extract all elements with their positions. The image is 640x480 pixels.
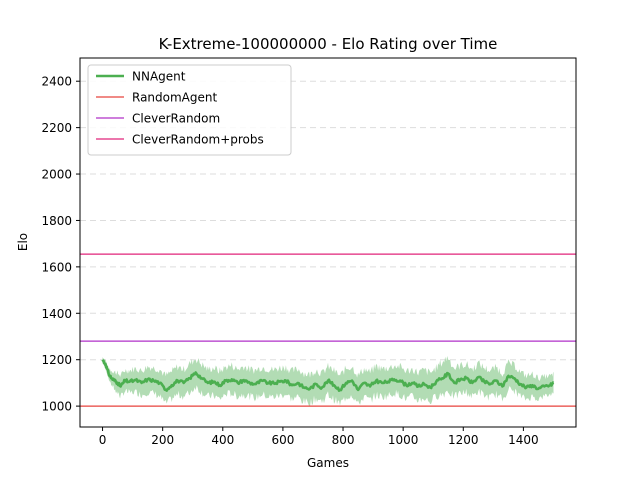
y-tick-label: 1800 bbox=[41, 214, 72, 228]
legend-box bbox=[87, 64, 292, 156]
x-tick-label: 400 bbox=[211, 433, 234, 447]
nnagent-line bbox=[101, 359, 555, 393]
y-tick-label: 2000 bbox=[41, 168, 72, 182]
x-tick-label: 800 bbox=[332, 433, 355, 447]
x-tick-label: 1400 bbox=[508, 433, 539, 447]
y-axis-label: Elo bbox=[16, 233, 30, 251]
legend-label: CleverRandom+probs bbox=[132, 133, 264, 147]
y-tick-label: 2400 bbox=[41, 75, 72, 89]
y-axis: 1000 1200 1400 1600 1800 2000 2200 2400 bbox=[41, 75, 80, 414]
x-axis: 0 200 400 600 800 1000 1200 1400 bbox=[99, 427, 539, 447]
legend-label: NNAgent bbox=[132, 70, 186, 84]
y-tick-label: 1400 bbox=[41, 307, 72, 321]
x-tick-label: 200 bbox=[151, 433, 174, 447]
y-tick-label: 1600 bbox=[41, 260, 72, 274]
plot-area bbox=[80, 253, 576, 407]
legend-label: RandomAgent bbox=[132, 91, 217, 105]
y-tick-label: 1200 bbox=[41, 353, 72, 367]
x-axis-label: Games bbox=[307, 456, 349, 470]
y-tick-label: 1000 bbox=[41, 400, 72, 414]
x-tick-label: 600 bbox=[271, 433, 294, 447]
x-tick-label: 0 bbox=[99, 433, 107, 447]
chart-title: K-Extreme-100000000 - Elo Rating over Ti… bbox=[159, 35, 498, 53]
legend-label: CleverRandom bbox=[132, 112, 220, 126]
y-tick-label: 2200 bbox=[41, 121, 72, 135]
x-tick-label: 1200 bbox=[448, 433, 479, 447]
plot-frame bbox=[79, 57, 577, 428]
legend: NNAgent RandomAgent CleverRandom CleverRand… bbox=[87, 64, 292, 156]
x-tick-label: 1000 bbox=[388, 433, 419, 447]
